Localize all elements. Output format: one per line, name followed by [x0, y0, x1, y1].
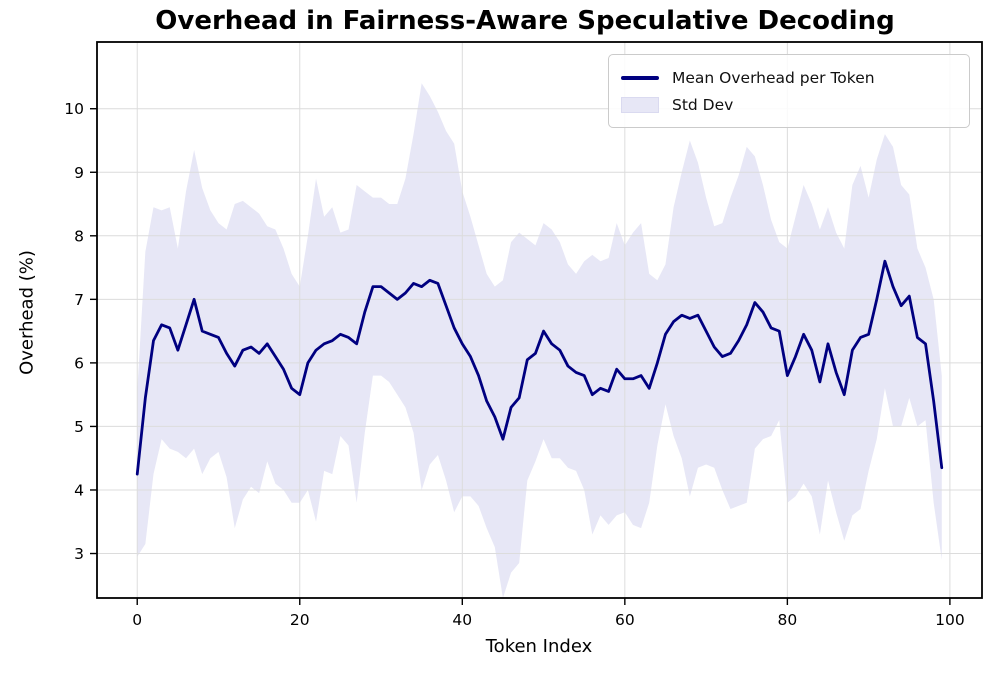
svg-text:9: 9 — [74, 164, 84, 182]
legend: Mean Overhead per Token Std Dev — [608, 54, 970, 128]
svg-text:4: 4 — [74, 481, 84, 499]
y-axis-label: Overhead (%) — [16, 250, 38, 375]
x-axis-label: Token Index — [485, 636, 593, 657]
svg-text:40: 40 — [452, 611, 472, 629]
legend-item-mean: Mean Overhead per Token — [621, 64, 955, 92]
svg-text:8: 8 — [74, 227, 84, 245]
legend-item-std: Std Dev — [621, 92, 955, 120]
svg-text:3: 3 — [74, 545, 84, 563]
chart-title: Overhead in Fairness-Aware Speculative D… — [155, 6, 895, 36]
svg-text:0: 0 — [132, 611, 142, 629]
svg-text:80: 80 — [777, 611, 797, 629]
svg-text:7: 7 — [74, 291, 84, 309]
legend-label-mean: Mean Overhead per Token — [672, 68, 875, 87]
legend-patch-swatch — [621, 97, 659, 114]
svg-text:5: 5 — [74, 418, 84, 436]
svg-text:60: 60 — [615, 611, 635, 629]
svg-text:10: 10 — [64, 100, 84, 118]
legend-line-swatch — [621, 75, 659, 80]
svg-text:100: 100 — [935, 611, 965, 629]
svg-text:6: 6 — [74, 354, 84, 372]
legend-label-std: Std Dev — [672, 96, 734, 115]
svg-text:20: 20 — [290, 611, 310, 629]
